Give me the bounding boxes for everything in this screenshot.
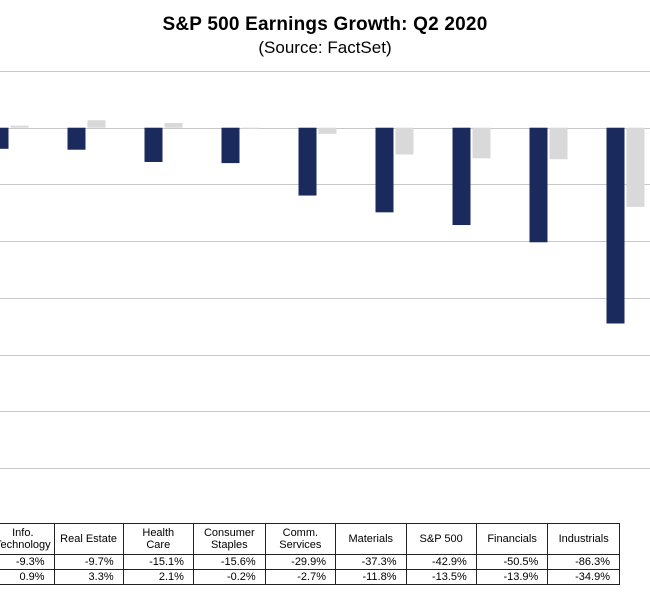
chart-title: S&P 500 Earnings Growth: Q2 2020 [162, 14, 488, 35]
series-2-value: 2.1% [122, 569, 194, 585]
bar-series-1-6 [452, 127, 471, 226]
series-1-value: -86.3% [547, 554, 620, 570]
bar-series-2-4 [318, 127, 337, 134]
bar-series-1-7 [529, 127, 548, 243]
series-2-value: 0.9% [0, 569, 55, 585]
category-label: Comm. Services [264, 523, 337, 555]
series-2-value: -13.9% [475, 569, 549, 585]
category-label: Health Care [122, 523, 194, 555]
bar-series-1-8 [606, 127, 625, 324]
category-label: Financials [475, 523, 549, 555]
bar-series-1-0 [0, 127, 9, 149]
category-label: Info. Technology [0, 523, 55, 555]
bar-series-1-1 [67, 127, 86, 150]
bar-series-1-4 [298, 127, 317, 196]
bar-series-2-3 [241, 127, 260, 129]
bar-series-2-1 [87, 120, 106, 128]
bar-series-2-0 [10, 125, 29, 128]
series-1-value: -29.9% [264, 554, 337, 570]
bar-series-1-3 [221, 127, 240, 164]
series-2-value: 3.3% [53, 569, 124, 585]
series-1-value: -9.7% [53, 554, 124, 570]
series-2-value: -11.8% [335, 569, 407, 585]
series-2-value: -2.7% [264, 569, 337, 585]
category-label: Materials [335, 523, 407, 555]
series-1-value: -15.6% [192, 554, 266, 570]
category-label: S&P 500 [405, 523, 477, 555]
bar-series-2-7 [549, 127, 568, 160]
series-2-value: -0.2% [192, 569, 266, 585]
category-label: Consumer Staples [192, 523, 266, 555]
series-1-value: -15.1% [122, 554, 194, 570]
series-2-value: -13.5% [405, 569, 477, 585]
bar-series-2-6 [472, 127, 491, 159]
data-table-row-series-2: 0.9% 3.3% 2.1% -0.2% -2.7% -11.8% -13.5% -13.9%… [0, 569, 620, 585]
series-1-value: -37.3% [335, 554, 407, 570]
series-1-value: -9.3% [0, 554, 55, 570]
bar-series-2-8 [626, 127, 645, 207]
series-2-value: -34.9% [547, 569, 620, 585]
bar-series-2-2 [164, 122, 183, 128]
bar-series-1-5 [375, 127, 394, 213]
category-label: Industrials [547, 523, 620, 555]
series-1-value: -42.9% [405, 554, 477, 570]
data-table: Info. Technology Real Estate Health Care Cons… [0, 523, 620, 585]
series-1-value: -50.5% [475, 554, 549, 570]
chart-subtitle: (Source: FactSet) [258, 38, 392, 57]
bar-series-1-2 [144, 127, 163, 162]
category-label: Real Estate [53, 523, 124, 555]
data-table-row-series-1: -9.3% -9.7% -15.1% -15.6% -29.9% -37.3% -42.9%… [0, 554, 620, 570]
data-table-header-row: Info. Technology Real Estate Health Care Cons… [0, 523, 620, 555]
bar-series-2-5 [395, 127, 414, 155]
